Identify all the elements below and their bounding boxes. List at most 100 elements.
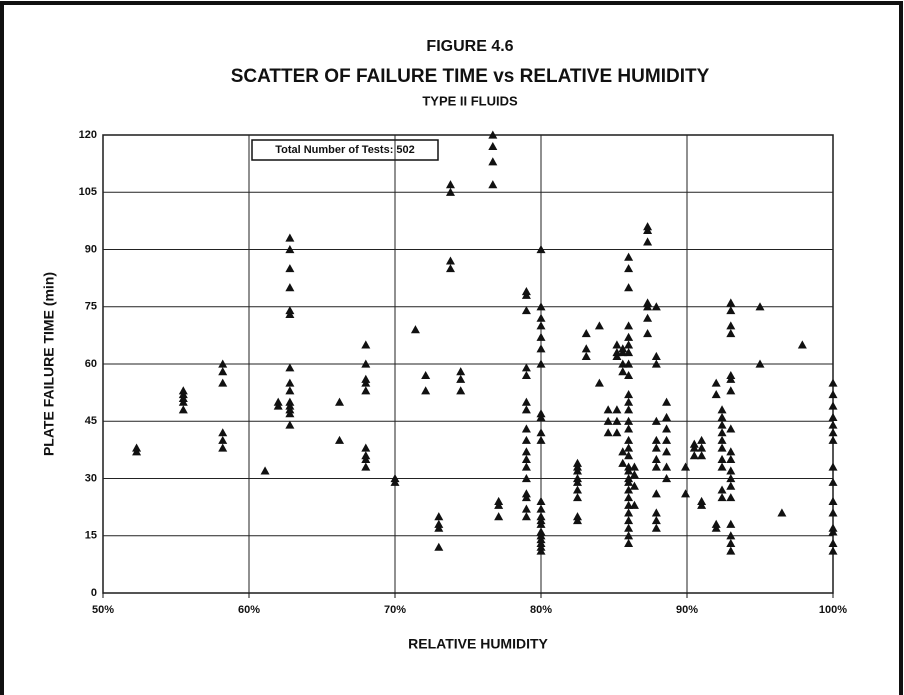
point bbox=[573, 493, 582, 502]
point bbox=[521, 462, 531, 471]
point bbox=[361, 462, 371, 471]
point bbox=[536, 409, 546, 418]
point bbox=[573, 485, 582, 494]
point bbox=[828, 496, 838, 505]
point bbox=[711, 519, 721, 528]
point bbox=[521, 405, 531, 414]
point bbox=[618, 344, 628, 353]
point bbox=[828, 390, 838, 399]
point bbox=[662, 397, 672, 406]
annotation: Total Number of Tests: 502 bbox=[275, 144, 415, 156]
point bbox=[651, 416, 661, 425]
point bbox=[612, 340, 622, 349]
point bbox=[285, 264, 295, 273]
point bbox=[755, 302, 765, 311]
point bbox=[536, 527, 546, 536]
point bbox=[828, 538, 838, 547]
point bbox=[828, 401, 838, 410]
point bbox=[797, 340, 807, 349]
point bbox=[828, 428, 838, 437]
y-tick-label: 0 bbox=[91, 587, 97, 599]
point bbox=[717, 454, 727, 464]
x-tick-label: 50% bbox=[92, 604, 114, 616]
y-tick-label: 75 bbox=[85, 301, 97, 313]
point bbox=[335, 435, 345, 444]
point bbox=[521, 512, 531, 521]
point bbox=[828, 523, 838, 532]
chart-title: FIGURE 4.6 bbox=[426, 38, 513, 55]
point bbox=[651, 435, 661, 444]
point bbox=[618, 447, 628, 456]
point bbox=[434, 542, 444, 551]
point bbox=[285, 386, 295, 395]
point bbox=[521, 454, 531, 464]
point bbox=[643, 298, 653, 307]
point bbox=[410, 325, 420, 334]
point bbox=[726, 424, 736, 433]
point bbox=[717, 405, 727, 414]
point bbox=[726, 298, 736, 307]
point bbox=[629, 462, 639, 471]
point bbox=[828, 435, 838, 444]
point bbox=[726, 370, 736, 380]
y-axis-label: PLATE FAILURE TIME (min) bbox=[41, 272, 57, 456]
point bbox=[711, 390, 721, 399]
point bbox=[603, 405, 613, 414]
point bbox=[624, 264, 634, 273]
point bbox=[629, 500, 639, 509]
chart-subtitle2: TYPE II FLUIDS bbox=[422, 93, 518, 108]
point bbox=[717, 462, 727, 471]
point bbox=[624, 252, 634, 261]
y-tick-label: 30 bbox=[85, 472, 97, 484]
point bbox=[624, 283, 634, 292]
point bbox=[488, 180, 498, 189]
point bbox=[456, 386, 466, 395]
point bbox=[536, 359, 546, 368]
point bbox=[689, 451, 699, 460]
point bbox=[624, 340, 634, 349]
point bbox=[624, 390, 634, 399]
point bbox=[651, 351, 661, 360]
point bbox=[521, 435, 531, 444]
point bbox=[581, 344, 591, 353]
point bbox=[434, 512, 444, 521]
point bbox=[445, 180, 455, 189]
point bbox=[624, 416, 634, 425]
point bbox=[273, 397, 283, 406]
point bbox=[777, 508, 787, 517]
point bbox=[581, 351, 591, 360]
point bbox=[456, 367, 466, 376]
point bbox=[536, 332, 546, 341]
point bbox=[726, 474, 736, 483]
point bbox=[717, 493, 727, 502]
point bbox=[521, 474, 531, 483]
annotation-box bbox=[251, 139, 439, 161]
point bbox=[521, 424, 531, 433]
point bbox=[717, 485, 727, 494]
x-tick-label: 90% bbox=[676, 604, 698, 616]
point bbox=[612, 428, 622, 437]
point bbox=[629, 470, 639, 479]
point bbox=[285, 397, 295, 406]
point bbox=[361, 443, 371, 452]
point bbox=[624, 500, 634, 509]
point bbox=[697, 435, 707, 444]
x-tick-label: 60% bbox=[238, 604, 260, 616]
point bbox=[624, 348, 634, 357]
point bbox=[488, 157, 498, 166]
point bbox=[726, 447, 736, 456]
point bbox=[726, 454, 736, 464]
point bbox=[651, 508, 661, 517]
point bbox=[612, 416, 622, 425]
point bbox=[624, 531, 634, 540]
point bbox=[624, 462, 634, 471]
point bbox=[651, 515, 661, 525]
point bbox=[361, 374, 371, 383]
point bbox=[624, 493, 634, 502]
point bbox=[285, 306, 295, 315]
point bbox=[434, 519, 444, 528]
y-tick-label: 90 bbox=[85, 243, 97, 255]
point bbox=[717, 412, 727, 422]
point bbox=[643, 237, 653, 246]
